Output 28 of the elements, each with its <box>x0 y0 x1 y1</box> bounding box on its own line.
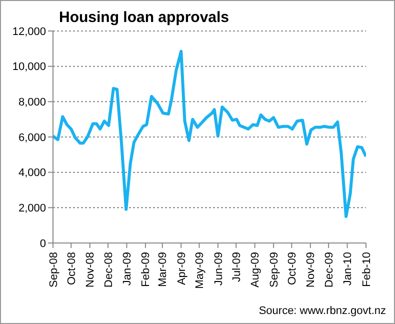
chart-title: Housing loan approvals <box>59 9 230 26</box>
x-tick-label: Oct-09 <box>286 252 298 286</box>
x-tick-label: Dec-09 <box>323 252 336 288</box>
x-tick-label: Sep-09 <box>268 252 280 288</box>
x-tick-label: Nov-09 <box>305 252 318 288</box>
x-tick-label: Dec-08 <box>102 252 115 288</box>
x-tick-label: Feb-10 <box>360 252 373 287</box>
x-tick-label: Jun-09 <box>212 252 225 286</box>
x-tick-label: Mar-09 <box>157 252 170 287</box>
y-tick-label: 8,000 <box>18 96 46 109</box>
line-series <box>53 50 366 218</box>
x-tick-label: Feb-09 <box>140 252 152 287</box>
x-tick-label: Nov-08 <box>84 252 97 288</box>
y-tick-label: 0 <box>40 238 46 250</box>
x-tick-label: Apr-09 <box>176 252 188 286</box>
y-tick-label: 6,000 <box>18 132 46 144</box>
x-tick-label: Oct-08 <box>66 252 78 286</box>
x-tick-label: Jan-10 <box>342 252 354 286</box>
y-tick-label: 10,000 <box>12 61 46 74</box>
x-tick-label: Sep-08 <box>48 252 60 288</box>
source-note: Source: www.rbnz.govt.nz <box>258 305 386 317</box>
x-tick-label: May-09 <box>194 252 206 289</box>
x-tick-label: Jan-09 <box>122 252 134 286</box>
y-tick-label: 12,000 <box>12 26 46 38</box>
x-tick-label: Aug-09 <box>250 252 262 288</box>
y-tick-label: 2,000 <box>18 202 46 215</box>
x-tick-label: Jul-09 <box>230 252 243 282</box>
y-tick-label: 4,000 <box>18 167 46 180</box>
